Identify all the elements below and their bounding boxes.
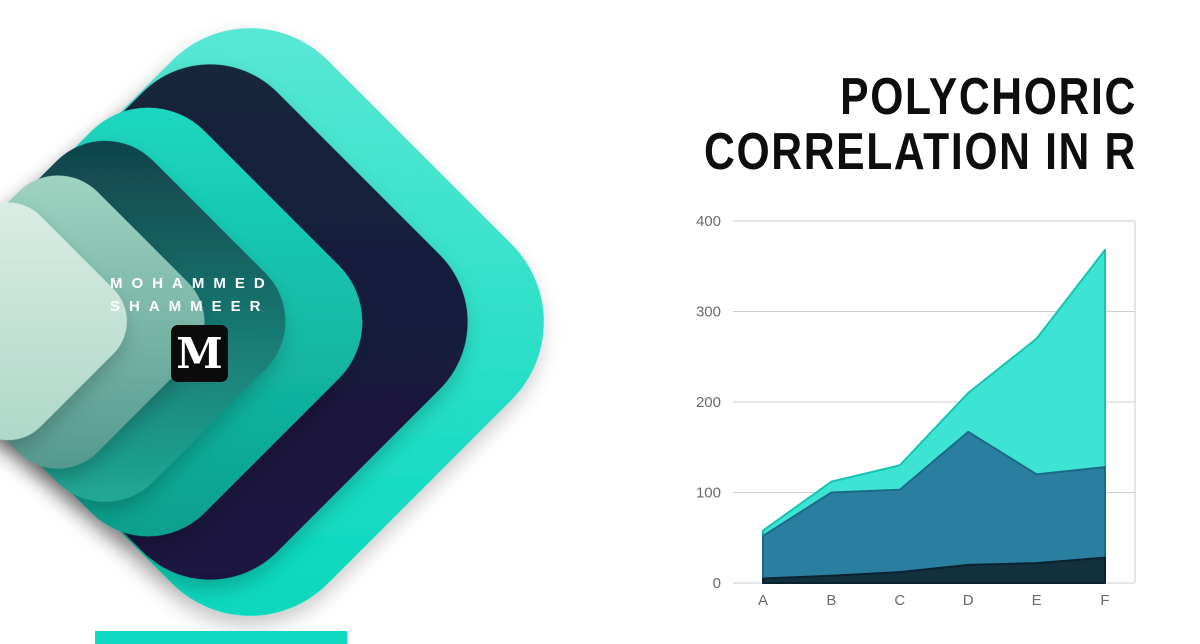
x-tick-label: F xyxy=(1100,592,1109,609)
author-line2: SHAMMEER xyxy=(110,298,270,315)
area-series-series-2 xyxy=(762,430,1106,584)
author-name: MOHAMMED SHAMMEER xyxy=(110,272,274,318)
area-chart: 0 100 200 300 400 A B C D E F xyxy=(680,200,1150,612)
y-tick-label: 300 xyxy=(696,304,721,321)
chevron-graphic xyxy=(0,28,544,644)
x-tick-label: B xyxy=(826,592,836,609)
y-tick-label: 400 xyxy=(696,213,721,230)
title-line2: CORRELATION IN R xyxy=(704,123,1137,182)
x-tick-label: E xyxy=(1032,592,1042,609)
area-series-series-3 xyxy=(762,556,1106,584)
medium-logo-letter: M xyxy=(176,328,223,378)
medium-logo: M xyxy=(171,325,228,382)
x-tick-label: D xyxy=(963,592,974,609)
x-tick-label: C xyxy=(894,592,905,609)
y-tick-label: 200 xyxy=(696,394,721,411)
brand-art: MOHAMMED SHAMMEER M xyxy=(0,28,544,644)
x-tick-label: A xyxy=(758,592,768,609)
page-title: POLYCHORIC CORRELATION IN R xyxy=(704,68,1137,182)
y-tick-label: 0 xyxy=(713,575,721,592)
author-line1: MOHAMMED xyxy=(110,275,274,292)
area-chart-svg: 0 100 200 300 400 A B C D E F xyxy=(696,213,1136,609)
title-line1: POLYCHORIC xyxy=(840,68,1137,126)
y-tick-label: 100 xyxy=(696,485,721,502)
bottom-accent-strip xyxy=(95,631,347,644)
chevron-layer-mint xyxy=(0,202,127,441)
